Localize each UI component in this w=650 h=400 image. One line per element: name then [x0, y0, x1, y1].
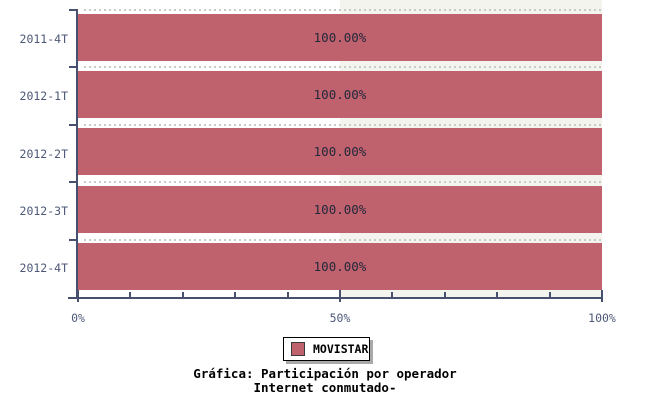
x-axis-minor-tick — [548, 292, 551, 297]
y-axis-label: 2012-1T — [19, 89, 68, 104]
x-axis-minor-tick — [129, 292, 132, 297]
y-axis — [76, 9, 78, 299]
y-axis-label: 2012-2T — [19, 146, 68, 161]
bar-value-label: 100.00% — [313, 29, 367, 45]
bar: 100.00% — [78, 243, 602, 291]
chart-caption: Gráfica: Participación por operador Inte… — [0, 367, 650, 395]
gridline — [84, 181, 602, 184]
y-axis-tick — [69, 66, 77, 69]
bar-value-label: 100.00% — [313, 144, 367, 160]
y-axis-tick — [69, 123, 77, 126]
y-axis-tick — [69, 238, 77, 241]
bar: 100.00% — [78, 128, 602, 176]
chart-title: Gráfica: Participación por operador — [193, 366, 457, 381]
bar-value-label: 100.00% — [313, 86, 367, 102]
bar: 100.00% — [78, 185, 602, 233]
y-axis-label: 2012-4T — [19, 261, 68, 276]
bar-value-label: 100.00% — [313, 259, 367, 275]
legend: MOVISTAR — [283, 337, 370, 361]
y-axis-label: 2012-3T — [19, 203, 68, 218]
legend-swatch-movistar — [291, 342, 305, 356]
x-axis-minor-tick — [391, 292, 394, 297]
x-axis-major-tick — [601, 290, 603, 302]
gridline — [84, 9, 602, 11]
y-axis-tick — [69, 9, 77, 11]
legend-label-movistar: MOVISTAR — [313, 342, 369, 356]
bar: 100.00% — [78, 70, 602, 118]
bar: 100.00% — [78, 13, 602, 61]
y-axis-label: 2011-4T — [19, 31, 68, 46]
gridline — [84, 123, 602, 126]
gridline — [84, 238, 602, 241]
x-axis-minor-tick — [286, 292, 289, 297]
y-axis-tick — [69, 181, 77, 184]
x-axis-major-tick — [339, 290, 341, 302]
x-axis-minor-tick — [496, 292, 499, 297]
x-axis-minor-tick — [443, 292, 446, 297]
x-axis-label: 50% — [329, 311, 351, 325]
x-axis — [68, 297, 602, 299]
gridline — [84, 66, 602, 69]
bar-value-label: 100.00% — [313, 201, 367, 217]
x-axis-major-tick — [77, 290, 79, 302]
chart-subtitle: Internet conmutado- — [253, 380, 397, 395]
x-axis-label: 0% — [71, 311, 85, 325]
x-axis-minor-tick — [181, 292, 184, 297]
x-axis-label: 100% — [588, 311, 616, 325]
x-axis-minor-tick — [234, 292, 237, 297]
